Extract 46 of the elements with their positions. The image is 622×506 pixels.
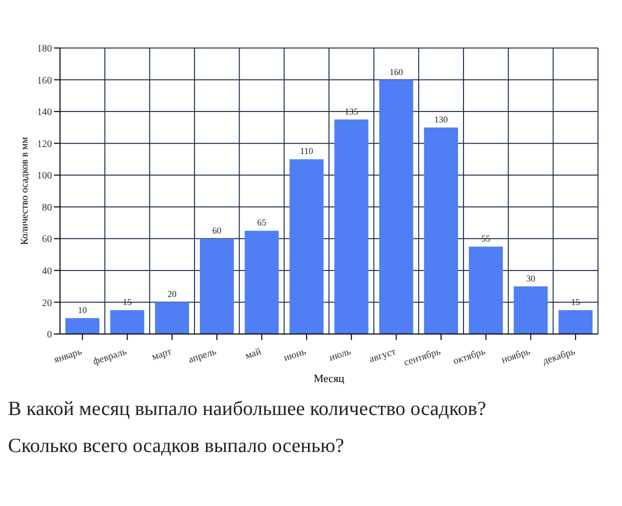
x-tick-label: октябрь (452, 346, 488, 368)
bar (244, 230, 279, 334)
y-tick-label: 120 (37, 138, 52, 150)
bar (200, 238, 234, 334)
data-label: 110 (300, 146, 314, 156)
y-tick-label: 140 (37, 107, 52, 118)
y-tick-label: 160 (37, 75, 52, 86)
y-tick-label: 180 (37, 44, 52, 55)
y-axis-title: Количество осадков в мм (20, 136, 31, 245)
y-tick-label: 0 (47, 330, 52, 341)
y-tick-label: 80 (42, 202, 52, 214)
x-tick-label: август (368, 346, 398, 366)
data-label: 10 (78, 305, 88, 316)
x-tick-label: декабрь (541, 346, 577, 368)
bar (558, 310, 593, 334)
data-label: 65 (257, 218, 267, 228)
text: Сколько всего осадков выпало осенью? (8, 435, 346, 458)
bar (65, 318, 100, 334)
x-tick-label: январь (52, 346, 84, 366)
bar (424, 127, 458, 334)
bar (379, 80, 414, 334)
y-tick-label: 100 (37, 170, 52, 182)
bar (514, 286, 548, 334)
x-tick-label: март (150, 346, 174, 364)
data-label: 160 (389, 66, 404, 77)
data-label: 20 (168, 289, 178, 300)
x-tick-label: февраль (92, 346, 129, 368)
x-tick-label: июнь (282, 346, 308, 364)
x-tick-label: сентябрь (402, 346, 442, 369)
y-tick-label: 20 (42, 298, 52, 309)
y-tick-label: 60 (42, 234, 52, 246)
x-axis-title: Месяц (314, 373, 344, 385)
x-tick-label: ноябрь (500, 346, 532, 366)
x-tick-label: апрель (187, 346, 218, 366)
data-label: 60 (212, 226, 222, 236)
bar (468, 246, 503, 334)
bar (110, 310, 144, 334)
data-label: 30 (526, 273, 536, 284)
text: В какой месяц выпало наибольшее количество осадков? (8, 398, 488, 421)
x-tick-label: июль (328, 346, 353, 364)
bar (334, 120, 368, 334)
y-tick-label: 40 (42, 266, 52, 277)
bar (155, 302, 190, 334)
x-tick-label: май (244, 346, 264, 362)
data-label: 130 (434, 114, 448, 124)
bar (290, 159, 324, 334)
